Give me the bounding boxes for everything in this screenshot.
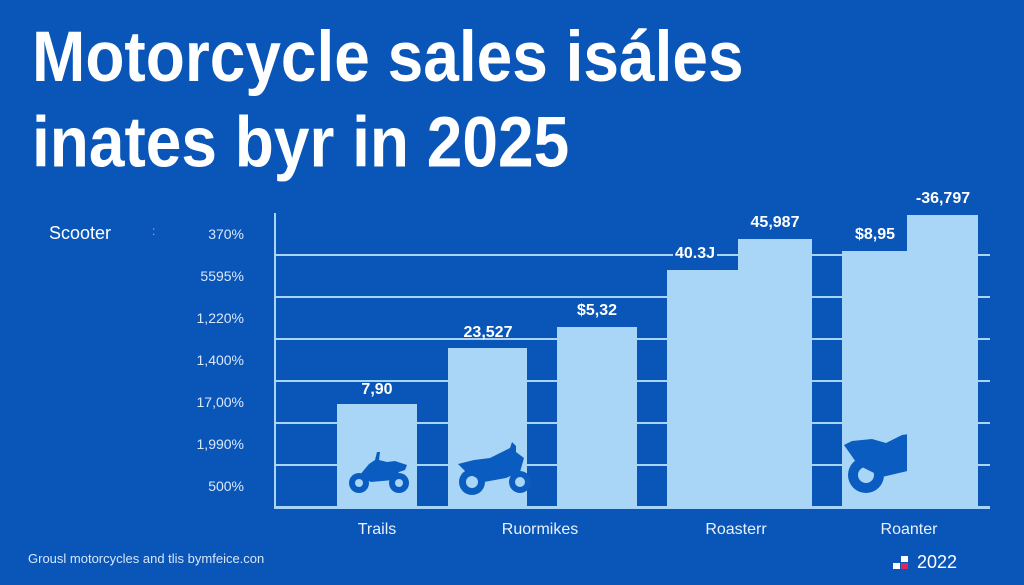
bar-value-label: 7,90	[361, 381, 393, 398]
bar-roasterr-2[interactable]	[738, 239, 812, 507]
bar-roasterr-1[interactable]	[667, 270, 739, 507]
legend-label: 2022	[917, 552, 958, 572]
x-axis-baseline	[274, 506, 990, 509]
y-tick-label: 370%	[208, 226, 244, 242]
x-category-label: Trails	[357, 521, 397, 538]
y-tick-label: 17,00%	[196, 394, 244, 410]
bar-ruormikes-1[interactable]	[448, 348, 531, 507]
legend-swatch-icon	[893, 555, 911, 571]
source-caption: Grousl motorcycles and tlis bymfeice.con	[28, 551, 265, 566]
bar-value-label: $5,32	[576, 302, 618, 319]
bar-value-label: $8,95	[854, 226, 896, 243]
gridline	[274, 254, 990, 256]
bar-value-label: 40.3J	[673, 245, 718, 263]
bar-trails[interactable]	[337, 404, 417, 507]
motorcycle-cruiser-icon	[349, 452, 409, 493]
series-separator: :	[152, 224, 156, 238]
y-tick-label: 1,990%	[196, 436, 244, 452]
chart-title-line-2: inates byr in 2025	[32, 101, 570, 182]
bar-value-label: 45,987	[750, 214, 800, 231]
chart-title: Motorcycle sales isáles inates byr in 20…	[32, 14, 744, 184]
legend: 2022	[893, 552, 957, 573]
y-tick-label: 500%	[208, 478, 244, 494]
series-label: Scooter	[49, 223, 112, 243]
bar-ruormikes-2[interactable]	[557, 327, 637, 507]
bar-value-label: -36,797	[915, 190, 971, 207]
x-category-label: Roasterr	[705, 521, 767, 538]
bar-value-label: 23,527	[463, 324, 513, 341]
y-tick-label: 1,220%	[196, 310, 244, 326]
x-category-label: Roanter	[880, 521, 938, 538]
y-tick-label: 1,400%	[196, 352, 244, 368]
x-category-label: Ruormikes	[501, 521, 579, 538]
y-axis-line	[274, 213, 276, 508]
bar-roanter-2[interactable]	[907, 215, 978, 507]
gridline	[274, 296, 990, 298]
bar-roanter-1[interactable]	[842, 251, 959, 507]
motorcycle-sport-icon	[458, 442, 531, 495]
y-tick-label: 5595%	[200, 268, 244, 284]
chart-title-line-1: Motorcycle sales isáles	[32, 16, 744, 97]
